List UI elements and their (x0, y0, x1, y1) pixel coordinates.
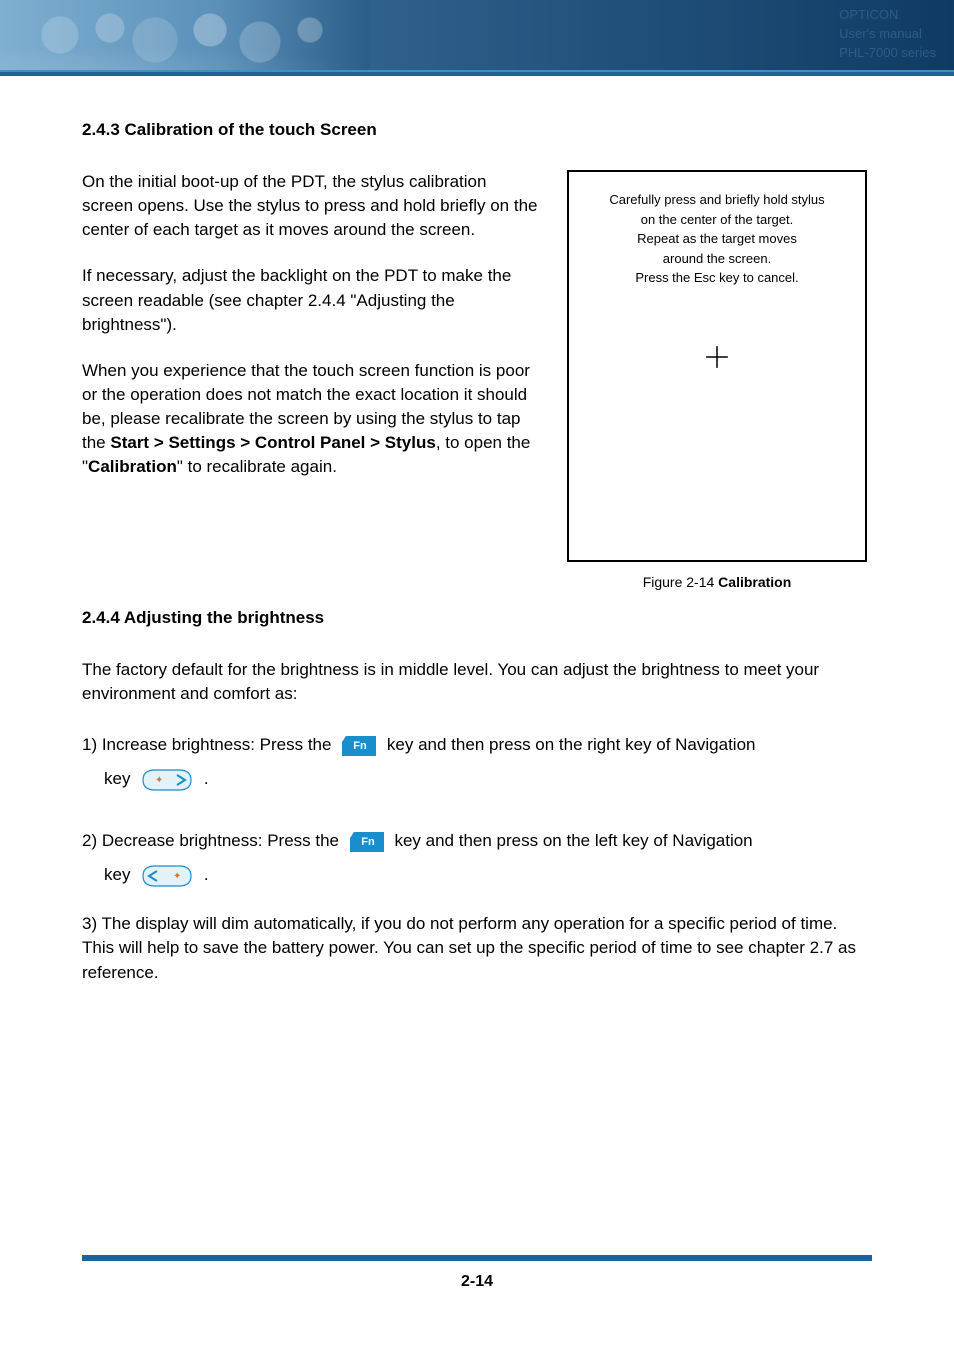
fn-label: Fn (353, 740, 367, 752)
step-3: 3) The display will dim automatically, i… (82, 912, 872, 984)
calib-line-2: Repeat as the target moves (609, 229, 824, 249)
para-243-3-bold1: Start > Settings > Control Panel > Stylu… (110, 433, 435, 452)
step1b: key and then press on the right key of N… (387, 735, 756, 754)
calib-line-4: Press the Esc key to cancel. (609, 268, 824, 288)
calib-line-0: Carefully press and briefly hold stylus (609, 190, 824, 210)
page-header: OPTICON User's manual PHL-7000 series (0, 0, 954, 76)
calibration-caption: Figure 2-14 Calibration (562, 574, 872, 590)
fn-key-icon: Fn (348, 830, 386, 854)
nav-right-key-icon: ✦ (139, 766, 195, 794)
para-243-3-post: " to recalibrate again. (177, 457, 337, 476)
page-footer: 2-14 (0, 1255, 954, 1291)
step2d: . (204, 865, 209, 884)
calibration-figure: Carefully press and briefly hold stylus … (562, 170, 872, 590)
header-brand: OPTICON (839, 6, 936, 25)
para-243-1: On the initial boot-up of the PDT, the s… (82, 170, 538, 242)
header-art (0, 0, 370, 70)
header-banner: OPTICON User's manual PHL-7000 series (0, 0, 954, 70)
step1c: key (104, 769, 135, 788)
page-number: 2-14 (82, 1273, 872, 1291)
step2c: key (104, 865, 135, 884)
heading-244: 2.4.4 Adjusting the brightness (82, 608, 872, 628)
para-243-3-bold2: Calibration (88, 457, 177, 476)
step-2: 2) Decrease brightness: Press the Fn key… (82, 824, 872, 892)
svg-text:✦: ✦ (173, 871, 181, 882)
step-1: 1) Increase brightness: Press the Fn key… (82, 728, 872, 796)
heading-243: 2.4.3 Calibration of the touch Screen (82, 120, 872, 140)
page-content: 2.4.3 Calibration of the touch Screen On… (0, 76, 954, 985)
calib-cap-bold: Calibration (718, 574, 791, 590)
fn-key-icon: Fn (340, 734, 378, 758)
header-meta: OPTICON User's manual PHL-7000 series (839, 6, 936, 63)
step2a: 2) Decrease brightness: Press the (82, 831, 344, 850)
calib-line-1: on the center of the target. (609, 210, 824, 230)
svg-text:Fn: Fn (361, 836, 375, 848)
para-243-3: When you experience that the touch scree… (82, 359, 538, 480)
step1d: . (204, 769, 209, 788)
footer-rule (82, 1255, 872, 1261)
para-243-2: If necessary, adjust the backlight on th… (82, 264, 538, 336)
calibration-text: Carefully press and briefly hold stylus … (609, 190, 824, 288)
nav-left-key-icon: ✦ (139, 862, 195, 890)
calib-line-3: around the screen. (609, 249, 824, 269)
section-243-text: On the initial boot-up of the PDT, the s… (82, 170, 538, 501)
calib-cap-prefix: Figure 2-14 (643, 574, 718, 590)
header-doc: User's manual (839, 25, 936, 44)
step1a: 1) Increase brightness: Press the (82, 735, 336, 754)
step2b: key and then press on the left key of Na… (394, 831, 752, 850)
svg-text:✦: ✦ (155, 775, 163, 786)
para-244-intro: The factory default for the brightness i… (82, 658, 872, 706)
header-series: PHL-7000 series (839, 44, 936, 63)
section-243-row: On the initial boot-up of the PDT, the s… (82, 170, 872, 590)
calibration-target-icon (704, 344, 730, 370)
calibration-screenshot: Carefully press and briefly hold stylus … (567, 170, 867, 562)
